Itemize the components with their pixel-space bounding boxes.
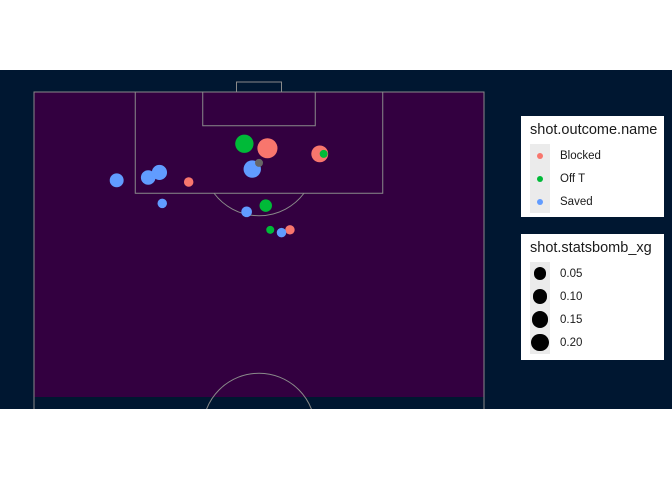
goal [236, 81, 282, 93]
legend-key [530, 167, 550, 190]
shot-point-blocked [257, 138, 278, 159]
legend-size-dot [531, 333, 549, 352]
shot-point-saved [151, 164, 168, 181]
shot-point-saved [109, 173, 124, 188]
legend-size-dot [533, 267, 547, 280]
legend-xg-item: 0.05 [528, 262, 657, 285]
legend-label: 0.05 [560, 267, 583, 280]
legend-xg-item: 0.20 [528, 331, 657, 354]
shot-point-off-t [235, 134, 254, 153]
legend-dot [537, 198, 543, 205]
legend-outcome-item: Off T [528, 167, 657, 190]
shot-points [109, 134, 329, 238]
legend-key [530, 308, 550, 331]
shot-point-saved [140, 170, 156, 185]
legend-dot [537, 152, 543, 159]
legend-key [530, 144, 550, 167]
shot-point-off-t [319, 149, 328, 158]
legend-size-dot [531, 311, 549, 328]
legend-label: 0.10 [560, 290, 583, 303]
shot-point-other [255, 158, 263, 167]
shot-point-blocked [285, 225, 295, 235]
legend-key [530, 331, 550, 354]
legend-key [530, 285, 550, 308]
legend-xg-item: 0.15 [528, 308, 657, 331]
shot-point-blocked [183, 177, 194, 187]
legend-key [530, 190, 550, 213]
penalty-arc [213, 192, 305, 217]
legend-outcome-item: Saved [528, 190, 657, 213]
pitch-markings [33, 81, 485, 409]
legend-label: 0.15 [560, 313, 583, 326]
legend-label: Saved [560, 195, 593, 208]
legend-label: 0.20 [560, 336, 583, 349]
shot-point-saved [241, 206, 252, 218]
legend-outcome-title: shot.outcome.name [530, 122, 658, 138]
legend-label: Off T [560, 172, 586, 185]
legend-outcome: shot.outcome.name Blocked Off T Saved [521, 116, 664, 217]
shot-point-off-t [266, 225, 275, 234]
legend-xg-item: 0.10 [528, 285, 657, 308]
legend-xg: shot.statsbomb_xg 0.05 0.10 0.15 0.20 [521, 234, 664, 360]
legend-label: Blocked [560, 149, 601, 162]
pitch-chart [33, 81, 485, 409]
shot-point-saved [157, 198, 167, 209]
legend-key [530, 262, 550, 285]
pitch-surface [34, 92, 484, 397]
legend-size-dot [532, 289, 548, 304]
legend-dot [537, 175, 543, 182]
legend-xg-title: shot.statsbomb_xg [530, 240, 652, 256]
centre-circle [206, 372, 312, 409]
shot-point-saved [276, 227, 287, 238]
shot-point-off-t [259, 199, 272, 212]
legend-outcome-item: Blocked [528, 144, 657, 167]
